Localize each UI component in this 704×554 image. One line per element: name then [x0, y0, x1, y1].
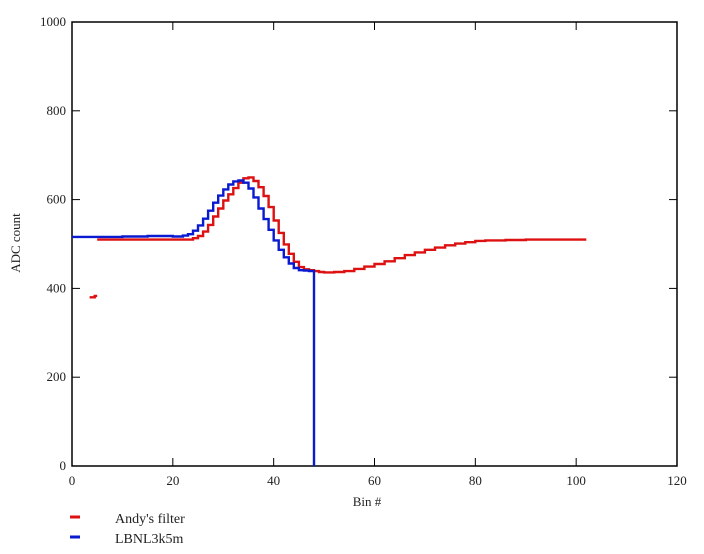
- x-tick-label-20: 20: [166, 473, 179, 488]
- y-tick-label-200: 200: [47, 369, 67, 384]
- series-lines: [72, 176, 587, 466]
- y-tick-label-400: 400: [47, 280, 67, 295]
- x-tick-label-80: 80: [469, 473, 482, 488]
- legend-entry-andys-filter: Andy's filter: [70, 512, 185, 527]
- axis-ticks: [71, 21, 678, 467]
- legend: Andy's filter LBNL3k5m: [70, 512, 185, 547]
- x-tick-label-120: 120: [667, 473, 687, 488]
- series-line-0-segment-1: [97, 176, 587, 274]
- y-tick-label-0: 0: [60, 458, 67, 473]
- x-tick-label-0: 0: [69, 473, 76, 488]
- y-tick-label-800: 800: [47, 103, 67, 118]
- tick-labels: 0 20 40 60 80 100 120 0 200 400 600 800 1000: [40, 14, 687, 488]
- y-axis-label: ADC count: [8, 213, 23, 273]
- x-tick-label-100: 100: [566, 473, 586, 488]
- legend-label-lbnl3k5m: LBNL3k5m: [115, 532, 184, 547]
- legend-label-andys-filter: Andy's filter: [115, 512, 185, 527]
- x-axis-label: Bin #: [353, 494, 382, 509]
- x-tick-label-60: 60: [368, 473, 381, 488]
- series-line-1-segment-0: [72, 179, 316, 466]
- legend-entry-lbnl3k5m: LBNL3k5m: [70, 532, 184, 547]
- y-tick-label-600: 600: [47, 192, 67, 207]
- plot-frame: [71, 21, 678, 467]
- series-line-0-segment-0: [89, 294, 98, 299]
- y-tick-label-1000: 1000: [40, 14, 66, 29]
- x-tick-label-40: 40: [267, 473, 280, 488]
